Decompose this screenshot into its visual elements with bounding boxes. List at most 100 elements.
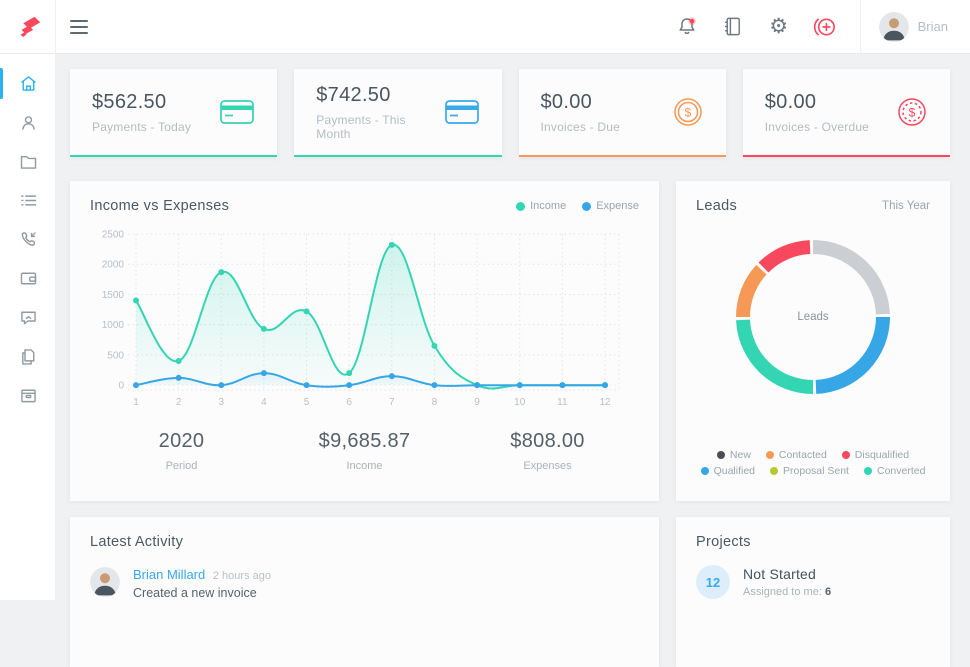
quick-add-button[interactable] — [806, 8, 844, 46]
sidebar-item-calls[interactable] — [0, 220, 56, 259]
legend-item-expense[interactable]: Expense — [582, 200, 639, 212]
stat-card-invoices-due[interactable]: $0.00 Invoices - Due $ — [518, 69, 726, 157]
svg-text:11: 11 — [557, 397, 568, 408]
main-content: $562.50 Payments - Today $742.50 Payment… — [56, 54, 970, 667]
stat-value: $0.00 — [764, 90, 817, 113]
stat-label: Invoices - Overdue — [764, 119, 870, 134]
activity-action: Created a new invoice — [133, 586, 257, 600]
sidebar-item-chat[interactable] — [0, 298, 56, 337]
legend-item-income[interactable]: Income — [516, 200, 566, 212]
svg-text:0: 0 — [118, 381, 124, 392]
chat-icon — [18, 307, 39, 328]
stat-card-payments-month[interactable]: $742.50 Payments - This Month — [294, 69, 502, 157]
sidebar-item-folder[interactable] — [0, 142, 56, 181]
archive-icon — [18, 385, 39, 406]
svg-text:9: 9 — [474, 397, 480, 408]
folder-icon — [18, 151, 39, 172]
stat-card-payments-today[interactable]: $562.50 Payments - Today — [70, 69, 278, 157]
svg-text:500: 500 — [107, 350, 124, 361]
svg-text:$: $ — [684, 106, 691, 120]
project-count-badge: 12 — [696, 565, 730, 599]
legend-item-converted[interactable]: Converted — [863, 465, 925, 477]
bottom-row: Latest Activity Brian Millard 2 hours ag… — [70, 517, 950, 667]
stat-label: Payments - Today — [92, 119, 192, 134]
sidebar-item-contacts[interactable] — [0, 103, 56, 142]
income-expenses-panel: Income vs Expenses Income Expense 0 500 10… — [70, 181, 659, 501]
top-navbar: ⚙ Brian — [0, 0, 970, 54]
activity-timestamp: 2 hours ago — [212, 570, 271, 582]
gear-icon: ⚙ — [769, 14, 789, 38]
leads-period-selector[interactable]: This Year — [882, 200, 930, 212]
activity-list-item: Brian Millard 2 hours ago Created a new … — [90, 567, 639, 600]
user-menu[interactable]: Brian — [861, 0, 970, 54]
svg-text:2: 2 — [176, 397, 182, 408]
stat-value: $742.50 — [316, 83, 391, 106]
sidebar-item-archive[interactable] — [0, 376, 56, 415]
quick-add-icon — [811, 14, 838, 40]
chart-summary-row: 2020 Period $9,685.87 Income $808.00 Exp… — [90, 430, 639, 472]
leads-legend: New Contacted Disqualified Qualified Pro… — [676, 445, 950, 477]
stat-value: $562.50 — [92, 90, 167, 113]
legend-dot — [516, 201, 526, 211]
sidebar-item-documents[interactable] — [0, 337, 56, 376]
svg-text:2000: 2000 — [102, 260, 125, 271]
book-icon — [721, 15, 744, 38]
svg-text:5: 5 — [304, 397, 310, 408]
legend-item-proposal-sent[interactable]: Proposal Sent — [770, 465, 849, 477]
credit-card-icon — [444, 98, 480, 126]
panel-title: Income vs Expenses — [90, 198, 230, 214]
svg-text:1500: 1500 — [102, 290, 125, 301]
stat-label: Payments - This Month — [316, 112, 406, 141]
summary-expenses: $808.00 Expenses — [510, 430, 585, 472]
notifications-button[interactable] — [668, 8, 706, 46]
svg-text:3: 3 — [218, 397, 224, 408]
phone-incoming-icon — [18, 229, 39, 250]
svg-text:8: 8 — [432, 397, 438, 408]
contacts-book-button[interactable] — [714, 8, 752, 46]
legend-item-disqualified[interactable]: Disqualified — [841, 449, 909, 461]
sidebar-item-wallet[interactable] — [0, 259, 56, 298]
project-list-item[interactable]: 12 Not Started Assigned to me: 6 — [696, 565, 930, 599]
svg-text:1: 1 — [133, 397, 139, 408]
list-icon — [18, 190, 39, 211]
bell-icon — [675, 15, 699, 39]
leads-panel: Leads This Year Leads New Contacted Disq… — [676, 181, 950, 501]
legend-item-qualified[interactable]: Qualified — [700, 465, 755, 477]
project-assigned: Assigned to me: 6 — [743, 586, 832, 598]
sidebar-item-list[interactable] — [0, 181, 56, 220]
latest-activity-panel: Latest Activity Brian Millard 2 hours ag… — [70, 517, 659, 667]
legend-item-contacted[interactable]: Contacted — [765, 449, 827, 461]
stat-cards-row: $562.50 Payments - Today $742.50 Payment… — [70, 69, 950, 157]
brand-logo[interactable] — [0, 0, 56, 54]
settings-button[interactable]: ⚙ — [760, 8, 798, 46]
credit-card-icon — [219, 98, 255, 126]
svg-text:1000: 1000 — [102, 320, 125, 331]
legend-item-new[interactable]: New — [716, 449, 751, 461]
project-status: Not Started — [743, 566, 817, 582]
activity-user-link[interactable]: Brian Millard — [133, 567, 206, 582]
summary-income: $9,685.87 Income — [318, 430, 411, 472]
panel-title: Projects — [696, 534, 751, 550]
brand-logo-icon — [13, 12, 43, 42]
stat-label: Invoices - Due — [540, 119, 620, 134]
svg-text:2500: 2500 — [102, 230, 125, 241]
summary-period: 2020 Period — [158, 430, 205, 472]
documents-icon — [18, 346, 39, 367]
svg-text:12: 12 — [599, 397, 611, 408]
line-chart-legend: Income Expense — [516, 200, 639, 212]
svg-text:6: 6 — [346, 397, 352, 408]
sidebar-item-home[interactable] — [0, 64, 56, 103]
svg-text:$: $ — [909, 106, 916, 120]
projects-panel: Projects 12 Not Started Assigned to me: … — [676, 517, 950, 667]
sidebar-toggle-button[interactable] — [70, 10, 104, 44]
menu-icon — [70, 19, 88, 22]
svg-text:10: 10 — [514, 397, 526, 408]
panel-title: Latest Activity — [90, 534, 184, 550]
home-icon — [18, 73, 39, 94]
stat-card-invoices-overdue[interactable]: $0.00 Invoices - Overdue $ — [742, 69, 950, 157]
wallet-icon — [18, 268, 39, 289]
icon-sidebar — [0, 54, 56, 600]
coin-icon: $ — [672, 96, 704, 128]
charts-row: Income vs Expenses Income Expense 0 500 10… — [70, 181, 950, 501]
